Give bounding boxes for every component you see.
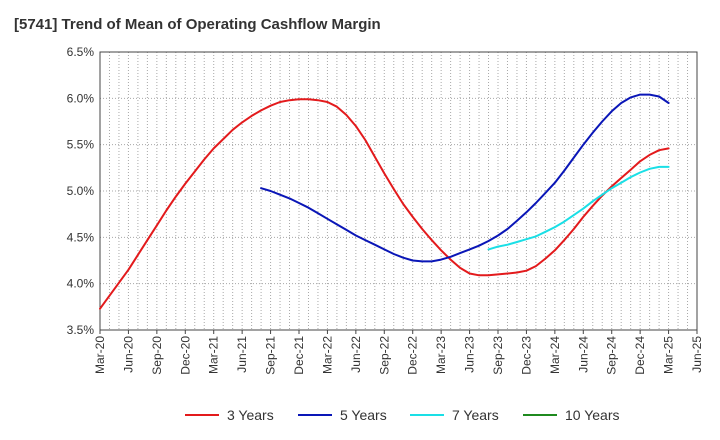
legend-swatch-5-years	[298, 414, 332, 416]
x-tick-label: Jun-23	[463, 336, 477, 373]
x-tick-label: Sep-21	[264, 336, 278, 375]
legend-item-10-years: 10 Years	[523, 404, 620, 426]
line-chart: 3.5% 4.0% 4.5% 5.0% 5.5% 6.0% 6.5% Mar-20 Jun-20…	[67, 45, 704, 375]
legend-swatch-10-years	[523, 414, 557, 416]
chart-title: [5741] Trend of Mean of Operating Cashfl…	[14, 16, 381, 33]
x-tick-label: Sep-24	[605, 336, 619, 375]
y-tick-label: 6.5%	[67, 45, 95, 59]
x-tick-label: Jun-21	[235, 336, 249, 373]
x-tick-label: Jun-24	[576, 336, 590, 373]
x-tick-label: Dec-22	[406, 336, 420, 375]
y-tick-label: 6.0%	[67, 91, 95, 105]
x-tick-label: Mar-23	[434, 336, 448, 374]
x-tick-label: Mar-20	[93, 336, 107, 374]
y-tick-label: 4.5%	[67, 230, 95, 244]
legend-label-7-years: 7 Years	[452, 407, 499, 423]
x-tick-label: Sep-20	[150, 336, 164, 375]
x-tick-label: Jun-20	[121, 336, 135, 373]
x-tick-label: Mar-25	[662, 336, 676, 374]
x-tick-label: Mar-24	[548, 336, 562, 374]
plot-area-border	[99, 51, 698, 331]
y-tick-label: 3.5%	[67, 323, 95, 337]
x-tick-label: Mar-21	[207, 336, 221, 374]
x-tick-label: Dec-23	[519, 336, 533, 375]
y-tick-label: 5.0%	[67, 184, 95, 198]
legend-swatch-3-years	[185, 414, 219, 416]
series-line-5-years	[260, 93, 670, 263]
x-tick-label: Jun-25	[690, 336, 704, 373]
series-line-3-years	[99, 98, 670, 310]
legend-item-3-years: 3 Years	[185, 404, 274, 426]
x-tick-label: Dec-21	[292, 336, 306, 375]
legend-label-3-years: 3 Years	[227, 407, 274, 423]
legend-item-5-years: 5 Years	[298, 404, 387, 426]
legend-label-5-years: 5 Years	[340, 407, 387, 423]
x-tick-label: Sep-22	[377, 336, 391, 375]
x-tick-label: Sep-23	[491, 336, 505, 375]
series-line-7-years	[487, 165, 670, 251]
x-tick-label: Dec-24	[633, 336, 647, 375]
chart-legend: 3 Years 5 Years 7 Years 10 Years	[0, 404, 720, 426]
y-tick-label: 4.0%	[67, 277, 95, 291]
x-tick-label: Mar-22	[320, 336, 334, 374]
x-tick-label: Dec-20	[178, 336, 192, 375]
legend-label-10-years: 10 Years	[565, 407, 620, 423]
x-tick-label: Jun-22	[349, 336, 363, 373]
legend-swatch-7-years	[410, 414, 444, 416]
legend-item-7-years: 7 Years	[410, 404, 499, 426]
y-tick-label: 5.5%	[67, 138, 95, 152]
